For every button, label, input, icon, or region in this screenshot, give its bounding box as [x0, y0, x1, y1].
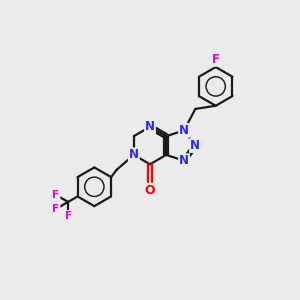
Text: F: F [52, 204, 59, 214]
Text: N: N [129, 148, 139, 161]
Text: N: N [179, 154, 189, 167]
Text: O: O [145, 184, 155, 197]
Text: F: F [212, 53, 220, 66]
Text: F: F [64, 211, 72, 221]
Text: N: N [190, 139, 200, 152]
Text: N: N [145, 120, 155, 133]
Text: N: N [179, 124, 189, 137]
Text: F: F [52, 190, 59, 200]
